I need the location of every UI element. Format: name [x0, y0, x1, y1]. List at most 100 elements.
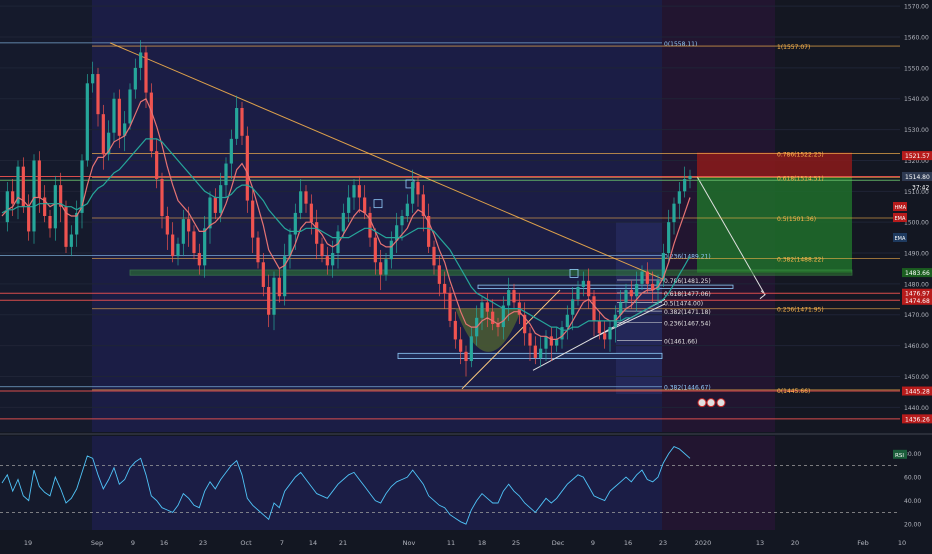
- price-label-bg: [902, 295, 932, 305]
- candle-body: [496, 324, 500, 328]
- price-label-bg: [902, 151, 932, 161]
- indicator-tag: EMA: [895, 216, 906, 222]
- candle-body: [224, 163, 228, 186]
- candle-body: [240, 108, 244, 136]
- candle-body: [581, 280, 585, 287]
- rsi-axis-tick: 20.00: [904, 522, 921, 529]
- candle-body: [192, 231, 196, 254]
- time-axis-tick: Feb: [857, 539, 869, 547]
- rising-trendline: [461, 289, 561, 390]
- ma-line: [1, 97, 691, 340]
- candle-body: [405, 203, 409, 216]
- time-axis-tick: 23: [199, 539, 207, 547]
- price-label: 1476.97: [905, 291, 930, 298]
- fib-mid-label: 0(1461.66): [664, 338, 697, 345]
- fib-mid-label: 0.236(1467.54): [664, 320, 711, 327]
- candle-body: [363, 197, 367, 213]
- candle-body: [501, 305, 505, 328]
- drawing-icon: [706, 398, 716, 408]
- drawing-icon: [697, 398, 707, 408]
- indicator-tag: EMA: [895, 236, 906, 242]
- candle-body: [336, 231, 340, 254]
- time-zone-shade-rsi: [92, 436, 662, 530]
- price-axis-tick: 1450.00: [904, 374, 929, 381]
- candle-body: [533, 345, 537, 358]
- candle-body: [256, 237, 260, 263]
- candle-body: [299, 191, 303, 213]
- candle-body: [5, 191, 9, 223]
- candle-body: [267, 286, 271, 315]
- indicator-tag: HMA: [895, 205, 907, 211]
- price-axis-tick: 1460.00: [904, 343, 929, 350]
- candle-body: [571, 299, 575, 315]
- candle-body: [411, 182, 415, 204]
- time-axis-tick: 18: [478, 539, 486, 547]
- time-axis-tick: 9: [591, 539, 595, 547]
- candle-body: [443, 283, 447, 294]
- fib-left-label: 0.236(1489.21): [664, 253, 711, 260]
- candle-body: [528, 333, 532, 346]
- candle-body: [560, 327, 564, 340]
- candle-body: [379, 262, 383, 275]
- candle-body: [629, 290, 633, 297]
- candle-body: [656, 280, 660, 291]
- candle-body: [389, 240, 393, 260]
- time-axis-tick: 20: [791, 539, 799, 547]
- candle-body: [672, 203, 676, 223]
- candle-body: [688, 175, 692, 179]
- candle-body: [325, 256, 329, 266]
- candle-body: [85, 83, 89, 161]
- candle-body: [640, 271, 644, 284]
- price-label-bg: [902, 288, 932, 298]
- candle-body: [469, 336, 473, 362]
- candle-body: [608, 327, 612, 340]
- candle-body: [592, 296, 596, 321]
- ma-line: [1, 138, 691, 331]
- time-zone-shade-rsi: [0, 436, 92, 530]
- candle-body: [651, 283, 655, 291]
- rsi-label: RSI: [895, 453, 904, 459]
- candle-body: [11, 191, 15, 204]
- candle-body: [96, 74, 100, 115]
- fib-right-label: 1(1557.07): [777, 44, 810, 51]
- time-zone-shade-rsi: [775, 436, 900, 530]
- candle-body: [677, 191, 681, 204]
- time-axis: [0, 532, 932, 550]
- candle-body: [293, 212, 297, 235]
- candle-body: [187, 219, 191, 232]
- marker-box: [373, 199, 383, 209]
- candle-body: [357, 185, 361, 198]
- price-axis-tick: 1540.00: [904, 96, 929, 103]
- rsi-axis-tick: 60.00: [904, 475, 921, 482]
- candle-body: [464, 351, 468, 362]
- candle-body: [683, 178, 687, 192]
- candle-body: [160, 178, 164, 216]
- price-axis-tick: 1530.00: [904, 127, 929, 134]
- candle-body: [112, 98, 116, 133]
- candle-body: [197, 253, 201, 266]
- rsi-axis-tick: 80.00: [904, 451, 921, 458]
- price-axis-tick: 1500.00: [904, 220, 929, 227]
- price-label-bg: [902, 172, 932, 182]
- drawing-icon: [716, 398, 726, 408]
- time-axis-tick: 9: [131, 539, 135, 547]
- candle-body: [507, 290, 511, 306]
- candle-body: [37, 160, 41, 198]
- candle-body: [277, 277, 281, 297]
- candle-body: [181, 219, 185, 244]
- candle-body: [272, 277, 276, 315]
- candle-body: [619, 302, 623, 315]
- support-band: [129, 269, 853, 276]
- time-zone-shade-rsi: [662, 436, 775, 530]
- candle-body: [603, 333, 607, 340]
- candle-body: [373, 237, 377, 263]
- candle-body: [283, 256, 287, 297]
- candle-body: [27, 206, 31, 232]
- time-axis-tick: Nov: [403, 539, 416, 547]
- candle-body: [437, 265, 441, 284]
- candle-body: [485, 302, 489, 312]
- price-label: 1436.26: [905, 416, 930, 423]
- highlight-zone: [616, 222, 662, 394]
- candle-body: [144, 52, 148, 93]
